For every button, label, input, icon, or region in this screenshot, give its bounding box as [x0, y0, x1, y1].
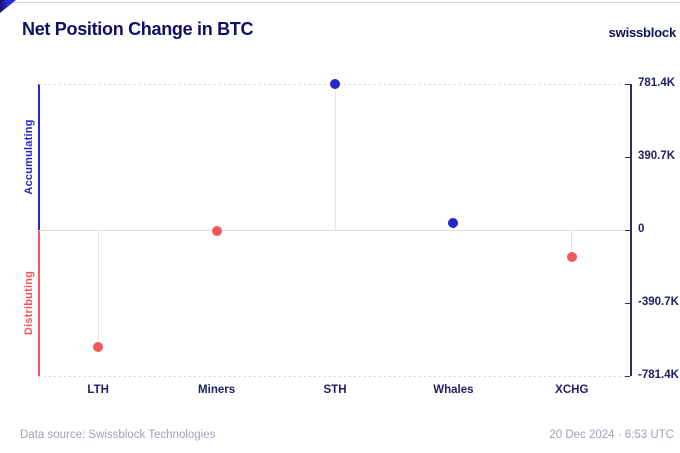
data-point-sth [330, 79, 340, 89]
stem-lth [97, 230, 99, 347]
y-tick-label: -390.7K [638, 296, 679, 308]
y-tick-label: 781.4K [638, 77, 676, 89]
stem-xchg [571, 230, 573, 258]
y-tick-mark [625, 229, 630, 231]
x-tick-label-xchg: XCHG [555, 384, 589, 396]
x-tick-label-miners: Miners [198, 384, 236, 396]
y-tick-mark [625, 302, 630, 304]
right-axis-line [630, 84, 632, 376]
distributing-axis-label: Distributing [23, 270, 35, 336]
top-border-line [0, 2, 680, 3]
x-tick-label-whales: Whales [433, 384, 474, 396]
y-tick-label: 390.7K [638, 150, 676, 162]
zero-gridline [39, 230, 631, 231]
accumulating-axis-label: Accumulating [23, 119, 35, 195]
y-tick-mark [625, 156, 630, 158]
lower-dotted-gridline [39, 376, 628, 378]
y-tick-mark [625, 375, 630, 377]
data-source-text: Data source: Swissblock Technologies [20, 429, 216, 441]
accumulating-axis-line [38, 84, 40, 230]
distributing-axis-line [38, 230, 40, 376]
data-point-xchg [566, 252, 577, 263]
brand-triangle-icon [0, 0, 16, 13]
page-title: Net Position Change in BTC [22, 19, 254, 39]
y-tick-mark [625, 83, 630, 85]
y-tick-label: 0 [638, 223, 645, 235]
x-tick-label-sth: STH [323, 384, 347, 396]
y-tick-label: -781.4K [638, 369, 679, 381]
data-point-whales [448, 218, 459, 229]
stem-sth [334, 84, 336, 230]
timestamp-text: 20 Dec 2024 · 6:53 UTC [549, 429, 674, 441]
data-point-miners [211, 225, 222, 236]
data-point-lth [93, 341, 104, 352]
x-tick-label-lth: LTH [87, 384, 109, 396]
brand-logo: swissblock [608, 25, 677, 40]
